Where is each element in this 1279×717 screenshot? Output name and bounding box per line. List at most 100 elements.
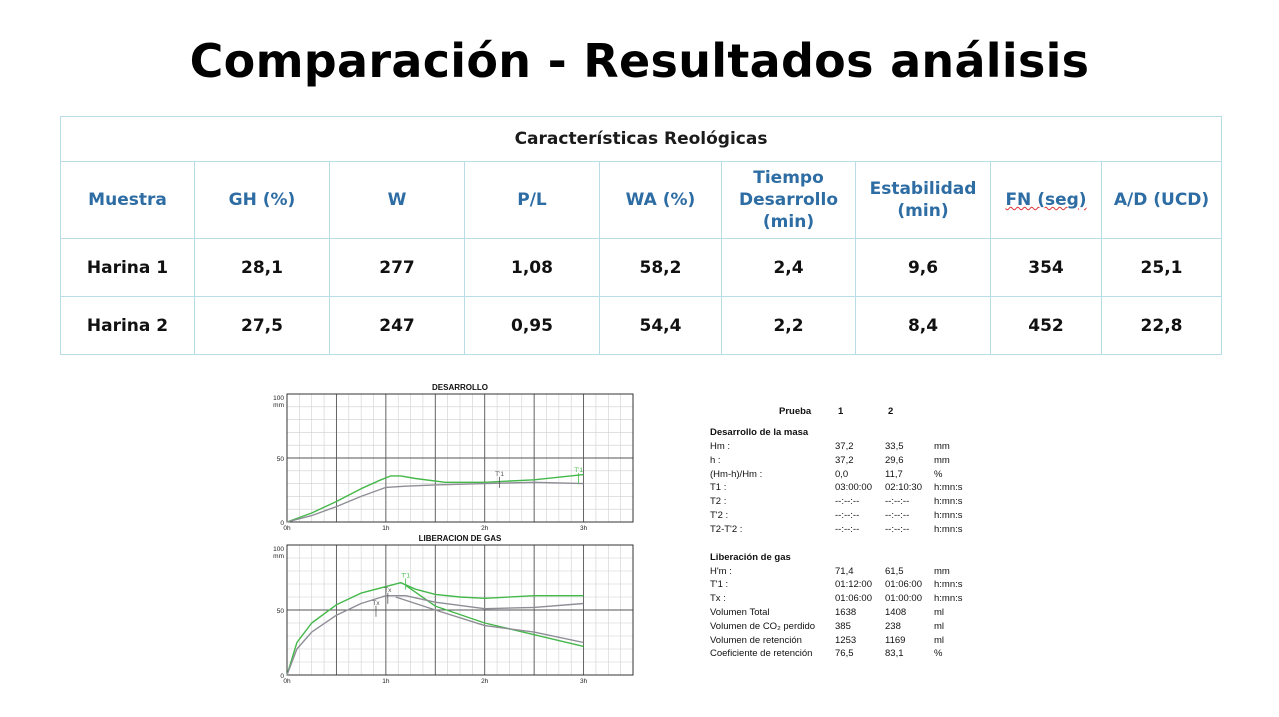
results-unit: h:mn:s <box>934 496 963 508</box>
table-cell: 22,8 <box>1100 296 1223 355</box>
results-value: 83,1 <box>885 648 904 660</box>
results-unit: mm <box>934 454 950 466</box>
results-row-label: Volumen de CO₂ perdido <box>710 620 816 632</box>
results-unit: % <box>934 468 943 480</box>
results-panel: Prueba 1 2 Desarrollo de la masa Hm : 37,2 33,… <box>700 400 1000 670</box>
rheology-table: Características Reológicas Muestra GH (%… <box>59 116 1223 355</box>
results-section-title: Liberación de gas <box>710 551 791 563</box>
column-header: Tiempo Desarrollo (min) <box>721 161 856 239</box>
results-value: 1253 <box>835 634 857 646</box>
column-header: Estabilidad (min) <box>855 161 991 239</box>
y-axis-unit: mm <box>273 402 284 409</box>
table-cell: 25,1 <box>1100 238 1223 297</box>
results-header-col: 2 <box>888 406 894 417</box>
results-value: 0,0 <box>835 468 849 480</box>
table-cell: 2,4 <box>721 238 856 297</box>
results-row-label: Coeficiente de retención <box>710 648 813 660</box>
results-value: --:--:-- <box>835 510 860 521</box>
results-value: 11,7 <box>885 468 903 480</box>
results-unit: % <box>934 648 943 660</box>
y-tick-label: 50 <box>277 456 285 463</box>
results-value: 01:06:00 <box>835 593 872 605</box>
table-cell: 277 <box>329 238 465 297</box>
table-cell: 9,6 <box>855 238 991 297</box>
results-value: 01:12:00 <box>835 579 872 591</box>
results-value: --:--:-- <box>885 496 910 508</box>
results-value: 33,5 <box>885 441 904 452</box>
y-tick-label: 0 <box>280 520 284 527</box>
results-unit: ml <box>934 620 945 632</box>
results-unit: mm <box>934 441 950 452</box>
results-header-col: 1 <box>838 406 844 417</box>
table-cell: 2,2 <box>721 296 856 355</box>
table-cell: Harina 1 <box>60 238 195 297</box>
results-unit: ml <box>934 634 945 646</box>
y-tick-label: 100 <box>273 395 284 402</box>
y-tick-label: 50 <box>277 608 285 615</box>
table-header-row: Muestra GH (%) W P/L WA (%) Tiempo Desar… <box>60 161 1223 239</box>
table-cell: 452 <box>990 296 1102 355</box>
results-row-label: Volumen de retención <box>710 634 802 646</box>
table-cell: 354 <box>990 238 1102 297</box>
results-value: 03:00:00 <box>835 482 872 494</box>
results-value: 37,2 <box>835 441 854 452</box>
results-value: 385 <box>835 620 851 632</box>
column-header: Muestra <box>60 161 195 239</box>
x-tick-label: 0h <box>283 678 291 685</box>
results-value: --:--:-- <box>835 523 860 535</box>
results-value: --:--:-- <box>835 496 860 508</box>
x-tick-label: 1h <box>382 525 390 532</box>
results-row-label: T'1 : <box>710 579 729 591</box>
results-value: 01:06:00 <box>885 579 922 591</box>
results-row-label: Tx : <box>710 593 726 605</box>
x-tick-label: 2h <box>481 678 489 685</box>
table-cell: 0,95 <box>464 296 600 355</box>
annotation-label: T'1 <box>574 467 583 474</box>
results-section-title: Desarrollo de la masa <box>710 427 809 438</box>
results-row-label: T1 : <box>710 482 727 494</box>
results-row-label: Volumen Total <box>710 607 770 618</box>
y-tick-label: 0 <box>280 673 284 680</box>
results-unit: mm <box>934 565 950 577</box>
results-unit: h:mn:s <box>934 523 963 535</box>
table-row: Harina 1 28,1 277 1,08 58,2 2,4 9,6 354 … <box>60 238 1223 297</box>
results-unit: h:mn:s <box>934 482 963 494</box>
results-unit: h:mn:s <box>934 510 963 521</box>
table-cell: 1,08 <box>464 238 600 297</box>
column-header: A/D (UCD) <box>1100 161 1223 239</box>
results-value: 1169 <box>885 634 906 646</box>
table-cell: Harina 2 <box>60 296 195 355</box>
results-value: 1408 <box>885 607 907 618</box>
series-line <box>286 473 584 523</box>
column-header: W <box>329 161 465 239</box>
results-row-label: T2 : <box>710 496 727 508</box>
x-tick-label: 0h <box>283 525 291 532</box>
results-value: 37,2 <box>835 454 854 466</box>
annotation-label: T'1 <box>495 471 504 478</box>
x-tick-label: 1h <box>382 678 390 685</box>
table-cell: 247 <box>329 296 465 355</box>
results-row-label: T'2 : <box>710 510 729 521</box>
results-row-label: H'm : <box>710 565 732 577</box>
column-header: WA (%) <box>599 161 722 239</box>
table-cell: 58,2 <box>599 238 722 297</box>
results-value: 61,5 <box>885 565 904 577</box>
table-cell: 54,4 <box>599 296 722 355</box>
results-row-label: T2-T'2 : <box>710 523 743 535</box>
results-row-label: Hm : <box>710 441 731 452</box>
results-row-label: h : <box>710 454 721 466</box>
column-header: FN (seg) <box>990 161 1102 239</box>
results-value: 76,5 <box>835 648 854 660</box>
page-title: Comparación - Resultados análisis <box>189 34 1090 88</box>
table-cell: 28,1 <box>194 238 330 297</box>
results-header-label: Prueba <box>779 406 812 417</box>
chart-title: LIBERACION DE GAS <box>419 534 502 543</box>
series-line <box>286 581 584 676</box>
plot-frame <box>286 393 634 523</box>
results-unit: ml <box>934 607 945 618</box>
table-cell: 8,4 <box>855 296 991 355</box>
x-tick-label: 3h <box>580 678 588 685</box>
column-header: P/L <box>464 161 600 239</box>
